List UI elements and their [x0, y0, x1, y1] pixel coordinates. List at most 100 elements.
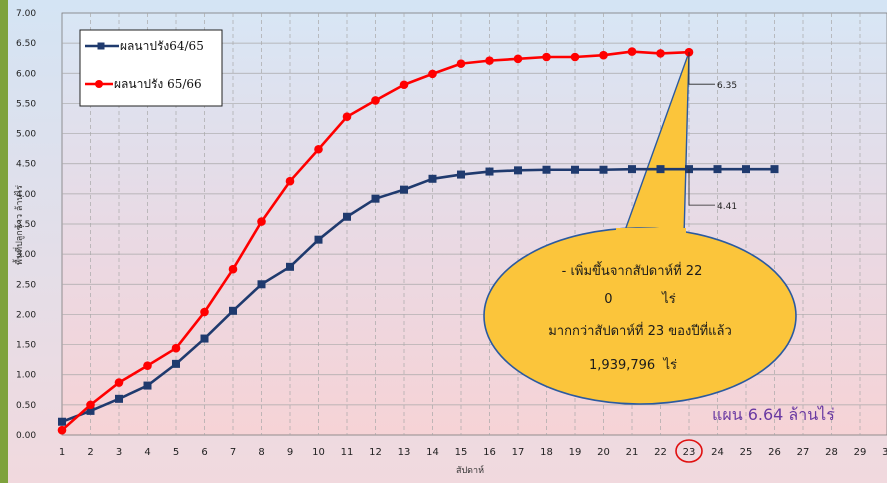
x-tick-label: 3 — [116, 447, 122, 458]
series-1-point — [399, 80, 409, 90]
series-0-point — [286, 262, 294, 271]
end-labels: 6.35 4.41 — [688, 52, 737, 212]
y-tick-label: 7.00 — [16, 9, 36, 19]
y-tick-label: 6.00 — [16, 69, 36, 79]
x-axis-label: สัปดาห์ — [456, 464, 484, 476]
series-1-point — [542, 52, 551, 62]
series-1-point — [200, 307, 209, 317]
series-0-point — [485, 167, 494, 176]
x-tick-label: 7 — [230, 447, 236, 458]
x-tick-label: 21 — [626, 447, 639, 458]
series-1-point — [86, 400, 95, 410]
y-tick-label: 2.00 — [16, 310, 36, 320]
series-0-point — [656, 165, 665, 174]
week-23-highlight-circle — [675, 439, 703, 463]
series-1-point — [257, 217, 266, 226]
x-tick-label: 8 — [258, 447, 264, 458]
series-1-point — [371, 96, 380, 105]
end-label-leader-0 — [688, 52, 715, 85]
callout-line-2: 0 ไร่ — [604, 291, 675, 307]
end-label-0: 6.35 — [717, 81, 737, 91]
x-tick-label: 20 — [597, 447, 610, 458]
series-layer — [57, 47, 779, 435]
series-0-point — [143, 381, 152, 390]
series-1-point — [456, 59, 466, 68]
x-tick-label: 25 — [740, 447, 753, 458]
left-border — [0, 0, 8, 483]
callout-seam-cover — [616, 228, 686, 238]
x-tick-label: 2 — [87, 447, 93, 458]
x-tick-label: 26 — [768, 447, 781, 458]
x-tick-label: 12 — [369, 447, 382, 458]
x-tick-labels: 1 2 3 4 5 6 7 8 9 10 11 12 13 14 15 16 17 18 19 20 21 22 23 24 2… — [59, 447, 887, 458]
series-0-line — [61, 167, 775, 423]
x-tick-label: 15 — [455, 447, 468, 458]
series-1-point — [570, 52, 580, 62]
y-tick-label: 2.50 — [16, 280, 36, 290]
series-1-point — [143, 361, 152, 370]
x-tick-label: 24 — [711, 447, 724, 458]
callout-bubble: - เพิ่มขึ้นจากสัปดาห์ที่ 22 0 ไร่ มากกว่… — [483, 51, 797, 405]
y-tick-label: 0.50 — [16, 401, 36, 411]
x-tick-label: 14 — [426, 447, 439, 458]
legend-marker-series-1 — [95, 80, 103, 88]
series-1-point — [599, 50, 608, 60]
x-tick-label: 13 — [398, 447, 411, 458]
series-1-point — [57, 425, 67, 435]
callout-line-3: มากกว่าสัปดาห์ที่ 23 ของปีที่แล้ว — [548, 322, 732, 339]
end-label-leader-1 — [688, 169, 715, 206]
series-1-point — [114, 378, 124, 387]
y-tick-label: 0.00 — [16, 431, 36, 441]
legend-label-series-1: ผลนาปรัง 65/66 — [114, 77, 202, 91]
series-1-point — [342, 112, 352, 121]
series-0-point — [229, 306, 237, 315]
series-1-point — [428, 69, 437, 79]
x-tick-label: 6 — [201, 447, 207, 458]
legend-label-series-0: ผลนาปรัง64/65 — [120, 39, 204, 53]
x-tick-label: 28 — [825, 447, 838, 458]
plan-label: แผน 6.64 ล้านไร่ — [712, 405, 835, 424]
series-0-point — [200, 334, 209, 343]
y-tick-label: 3.50 — [16, 220, 36, 230]
y-tick-label: 1.00 — [16, 371, 36, 381]
x-tick-label: 23 — [683, 447, 696, 458]
x-tick-label: 10 — [312, 447, 325, 458]
x-tick-label: 5 — [173, 447, 179, 458]
legend-marker-series-0 — [97, 42, 105, 50]
series-0-point — [628, 165, 636, 174]
series-0-point — [257, 280, 266, 289]
series-1-point — [513, 54, 523, 64]
x-tick-label: 22 — [654, 447, 667, 458]
series-0-point — [314, 235, 323, 244]
x-tick-label: 9 — [287, 447, 293, 458]
series-1-point — [285, 176, 295, 186]
y-tick-label: 3.00 — [16, 250, 36, 260]
series-0-point — [343, 212, 351, 221]
series-0-point — [86, 406, 95, 415]
y-axis-label: พื้นที่ปลูกข้าว ล้านไร่ — [12, 185, 25, 265]
x-tick-label: 30 — [882, 447, 887, 458]
y-tick-label: 6.50 — [16, 39, 36, 49]
series-1-point — [228, 264, 238, 274]
y-tick-label: 4.00 — [16, 190, 36, 200]
series-0-point — [770, 165, 779, 174]
y-tick-labels: 0.00 0.50 1.00 1.50 2.00 2.50 3.00 3.50 4.00 4.50… — [16, 9, 36, 441]
x-tick-label: 18 — [540, 447, 553, 458]
x-tick-label: 29 — [854, 447, 867, 458]
x-tick-label: 4 — [144, 447, 150, 458]
series-1-point — [314, 144, 323, 154]
y-tick-label: 5.50 — [16, 99, 36, 109]
y-tick-label: 1.50 — [16, 341, 36, 351]
x-tick-label: 19 — [569, 447, 582, 458]
series-1-point — [171, 343, 181, 353]
x-tick-label: 11 — [341, 447, 354, 458]
series-0-point — [742, 165, 750, 174]
x-tick-label: 1 — [59, 447, 65, 458]
series-1-point — [656, 49, 665, 58]
series-0-point — [542, 165, 551, 174]
series-0-point — [115, 394, 123, 403]
series-1-point — [485, 56, 494, 65]
series-1-point — [627, 47, 637, 56]
series-0-point — [428, 174, 437, 183]
